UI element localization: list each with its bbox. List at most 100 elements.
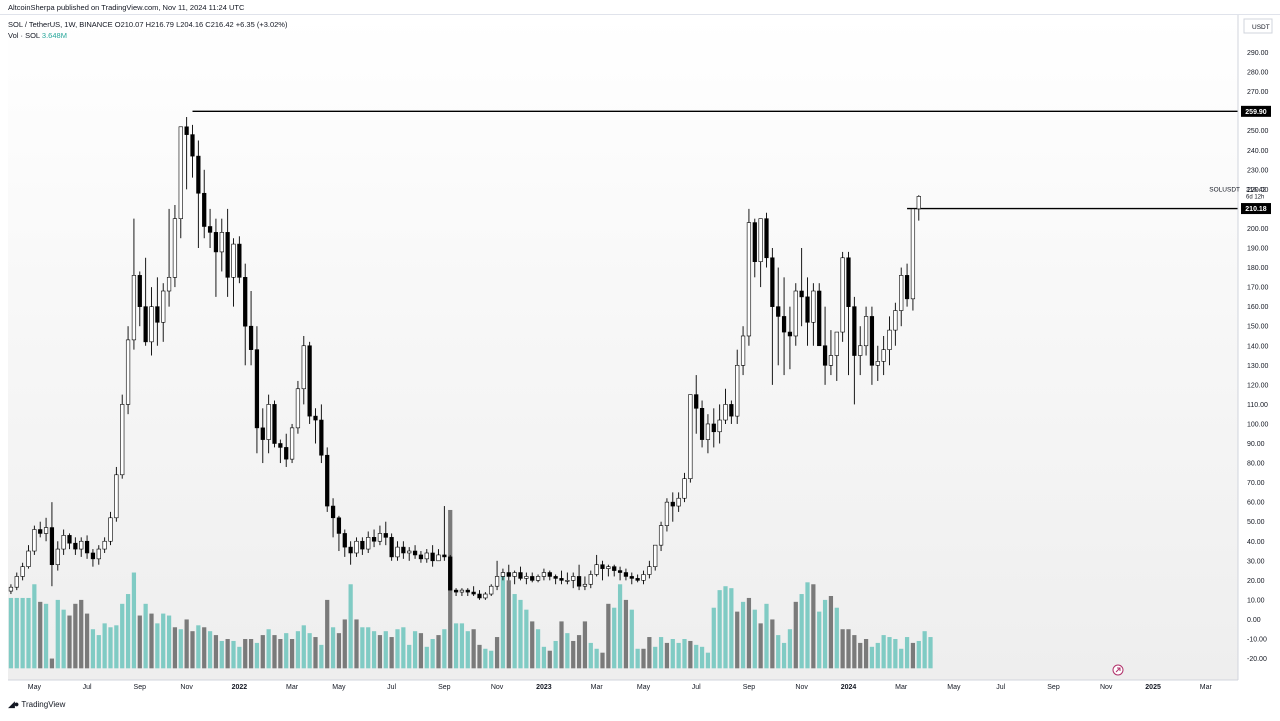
volume-bar: [518, 599, 523, 669]
candle: [248, 291, 254, 366]
bar-countdown-label: 6d 12h: [1246, 194, 1264, 200]
volume-bar: [535, 629, 541, 669]
time-tick-label: 2024: [841, 684, 857, 691]
candle: [735, 349, 740, 424]
low-value: 204.16: [180, 20, 204, 29]
publisher-line: AltcoinSherpa published on TradingView.c…: [8, 3, 244, 12]
candle-body: [863, 316, 869, 347]
volume-bar: [799, 594, 804, 669]
price-tick-label: 130.00: [1247, 363, 1269, 370]
candle-body: [166, 277, 172, 292]
volume-bar: [453, 623, 459, 669]
candle: [190, 124, 195, 178]
volume-bar: [366, 627, 371, 669]
candle-body: [535, 576, 541, 581]
candle: [530, 572, 535, 583]
candle: [108, 511, 113, 546]
volume-bar: [202, 627, 207, 669]
volume-bar: [137, 615, 142, 669]
candle: [155, 277, 160, 346]
candle-body: [793, 290, 798, 337]
volume-bar: [348, 584, 353, 669]
candle-body: [717, 419, 722, 433]
candle: [49, 502, 55, 587]
volume-bar: [219, 640, 224, 669]
candle: [834, 331, 839, 381]
candle-body: [635, 578, 640, 581]
tradingview-logo-icon: ◢●: [8, 699, 19, 709]
candle: [407, 547, 412, 561]
replay-icon[interactable]: [1112, 664, 1124, 676]
candle-body: [8, 586, 14, 592]
volume-bar: [571, 640, 576, 669]
candle: [664, 498, 670, 532]
candle-body: [781, 316, 787, 333]
volume-bar: [412, 631, 418, 669]
volume-bar: [899, 648, 904, 669]
candle: [131, 218, 137, 350]
candle-body: [371, 537, 377, 542]
volume-bar: [758, 623, 763, 669]
volume-bar: [477, 644, 482, 669]
candle-body: [301, 345, 306, 390]
volume-bar: [606, 603, 611, 669]
volume-bar: [852, 635, 857, 669]
price-tick-label: 80.00: [1247, 461, 1265, 468]
volume-bar: [787, 629, 793, 669]
volume-bar: [184, 619, 189, 669]
volume-bar: [500, 576, 506, 669]
volume-bar: [32, 584, 37, 669]
plot-background: [8, 15, 1238, 680]
price-tick-label: 270.00: [1247, 89, 1269, 96]
volume-bar: [576, 635, 582, 669]
candle-body: [594, 564, 599, 575]
high-value: 216.79: [151, 20, 174, 29]
candle: [746, 208, 752, 346]
candle-body: [202, 192, 207, 227]
time-tick-label: Jul: [692, 684, 701, 691]
price-tick-label: 200.00: [1247, 226, 1269, 233]
price-tick-label: 240.00: [1247, 148, 1269, 155]
candle-body: [834, 331, 839, 356]
footer-brand[interactable]: ◢● TradingView: [8, 699, 65, 710]
time-axis: May Jul Sep Nov 2022 Mar May Jul Sep Nov 2023 Mar Ma…: [28, 684, 1213, 691]
candle: [354, 537, 359, 557]
candle-body: [553, 576, 558, 579]
price-label-text: 210.18: [1245, 206, 1267, 213]
candle-body: [453, 589, 459, 593]
candle-body: [79, 540, 84, 550]
candle-body: [254, 349, 260, 429]
candle: [418, 551, 424, 563]
candle: [32, 525, 37, 555]
ohlc-legend[interactable]: SOL / TetherUS, 1W, BINANCE O210.07 H216…: [8, 20, 287, 29]
time-tick-label: Jul: [387, 684, 396, 691]
time-tick-label: Mar: [1200, 684, 1213, 691]
symbol-text: SOL / TetherUS, 1W, BINANCE: [8, 20, 113, 29]
candle: [893, 302, 898, 346]
candle-body: [483, 593, 488, 599]
price-tick-label: 100.00: [1247, 421, 1269, 428]
candle-body: [319, 419, 324, 456]
volume-bar: [553, 640, 558, 669]
volume-bar: [108, 627, 113, 669]
volume-bar: [377, 635, 383, 669]
candle: [342, 529, 347, 557]
volume-legend[interactable]: Vol · SOL 3.648M: [8, 31, 67, 40]
volume-bar: [776, 635, 781, 669]
volume-bar: [629, 609, 634, 669]
candle-body: [817, 290, 822, 347]
time-tick-label: 2025: [1145, 684, 1161, 691]
candle-body: [711, 423, 716, 433]
candle-body: [354, 540, 359, 554]
price-tick-label: 120.00: [1247, 382, 1269, 389]
candle-body: [330, 505, 336, 519]
candle-body: [653, 544, 658, 567]
time-tick-label: Nov: [180, 684, 193, 691]
candle-body: [137, 275, 142, 307]
candle: [875, 345, 880, 381]
volume-bar: [8, 597, 14, 669]
candle-body: [149, 306, 154, 343]
candle-body: [114, 474, 119, 519]
volume-bar: [887, 637, 892, 669]
